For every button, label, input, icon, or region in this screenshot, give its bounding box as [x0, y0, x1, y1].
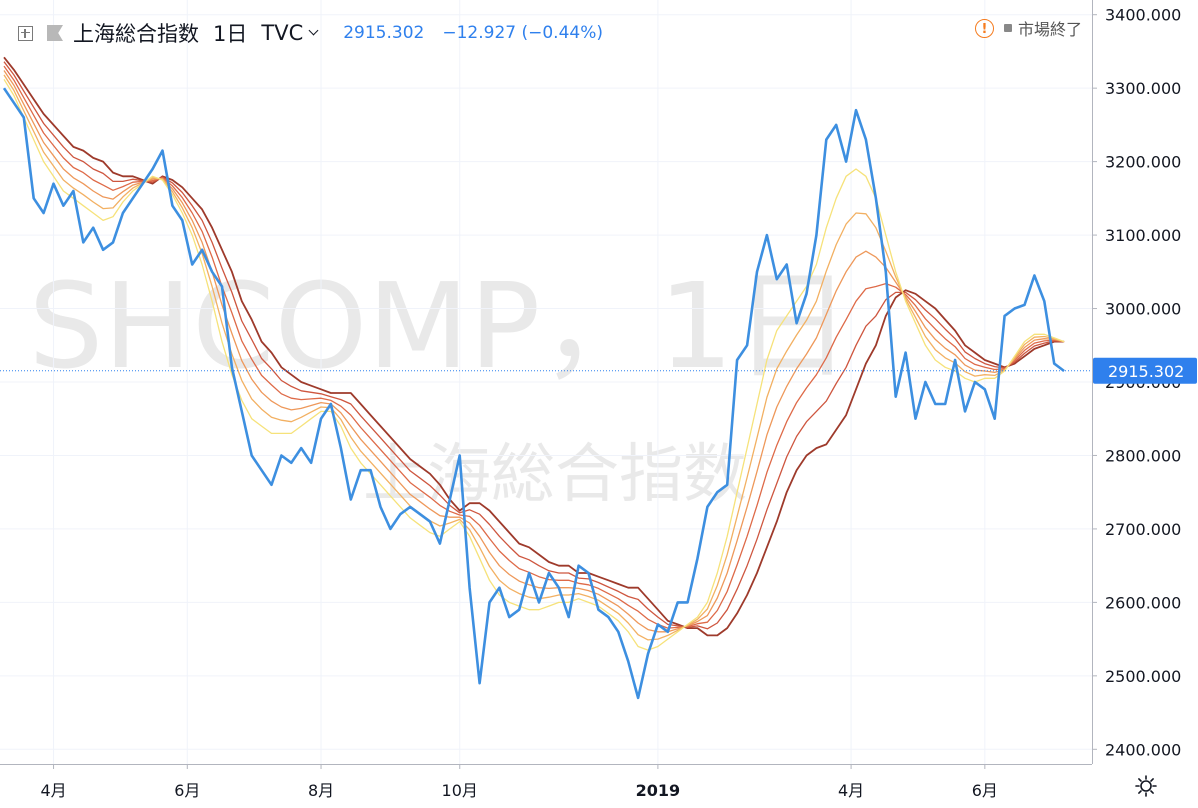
y-tick-label-0: 3400.000 [1105, 6, 1181, 25]
y-tick-label-1: 3300.000 [1105, 79, 1181, 98]
x-tick-label-3: 10月 [442, 781, 478, 800]
y-tick-label-7: 2700.000 [1105, 520, 1181, 539]
expand-icon[interactable] [18, 25, 33, 41]
time-scale[interactable]: 4月 6月 8月 10月 2019 4月 6月 [0, 764, 1092, 800]
interval-label[interactable]: 1日 [213, 22, 248, 46]
x-tick-label-2: 8月 [308, 781, 334, 800]
grid [0, 0, 1092, 764]
ma-line-6 [3, 56, 1065, 637]
price-series [2, 87, 1065, 700]
x-tick-label-1: 6月 [174, 781, 200, 800]
x-tick-label-6: 6月 [972, 781, 998, 800]
source-label[interactable]: TVC [261, 21, 304, 45]
price-scale-background [1092, 0, 1198, 804]
market-status: ! 市場終了 [974, 16, 1082, 40]
y-tick-label-9: 2500.000 [1105, 667, 1181, 686]
y-tick-label-3: 3100.000 [1105, 226, 1181, 245]
last-price-tag-box [1093, 357, 1197, 384]
change-value: −12.927 (−0.44%) [442, 23, 604, 43]
symbol-name[interactable]: 上海総合指数 [73, 22, 199, 46]
ma-line-1 [3, 78, 1065, 651]
watermark: SHCOMP，1日 上海総合指数 [29, 257, 852, 512]
y-tick-label-6: 2800.000 [1105, 446, 1181, 465]
x-tick-label-4: 2019 [636, 781, 681, 800]
y-tick-label-8: 2600.000 [1105, 593, 1181, 612]
watermark-symbol: SHCOMP，1日 [29, 257, 852, 395]
last-price-tag: 2915.302 [1093, 357, 1197, 384]
settings-gear-icon[interactable] [1134, 774, 1158, 798]
x-axis-ticks: 4月 6月 8月 10月 2019 4月 6月 [40, 764, 998, 800]
chevron-down-icon[interactable] [308, 25, 319, 35]
series-legend: 上海総合指数 1日 TVC 2915.302 −12.927 (−0.44%) [18, 18, 603, 48]
y-tick-label-2: 3200.000 [1105, 153, 1181, 172]
price-line [2, 87, 1065, 700]
market-status-label: 市場終了 [1017, 20, 1082, 39]
warning-icon[interactable]: ! [974, 18, 994, 38]
watermark-description: 上海総合指数 [363, 438, 747, 512]
status-dot-icon [1003, 24, 1012, 32]
price-scale[interactable]: 3400.000 3300.000 3200.000 3100.000 3000.000… [1092, 0, 1198, 804]
x-tick-label-0: 4月 [40, 781, 66, 800]
flag-icon[interactable] [47, 25, 63, 41]
ma-line-2 [3, 74, 1065, 641]
y-tick-label-10: 2400.000 [1105, 740, 1181, 759]
x-tick-label-5: 4月 [838, 781, 864, 800]
last-price-tag-label: 2915.302 [1108, 362, 1184, 381]
y-tick-label-4: 3000.000 [1105, 300, 1181, 319]
last-value: 2915.302 [343, 23, 425, 43]
